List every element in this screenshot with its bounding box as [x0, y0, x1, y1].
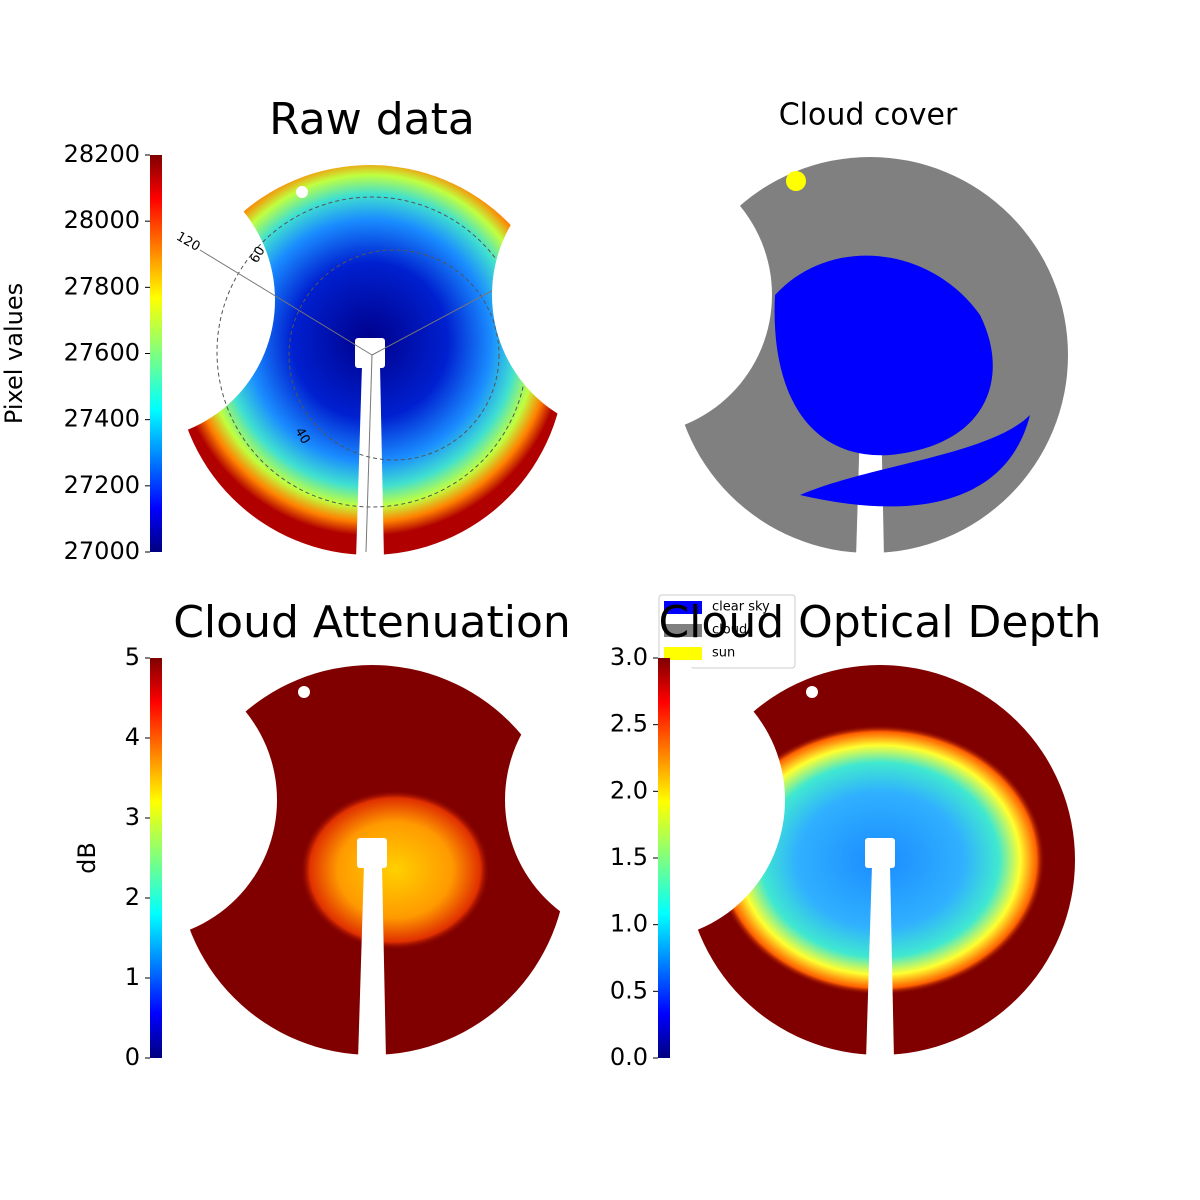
occlusion	[505, 660, 785, 940]
polar-axis	[199, 249, 373, 356]
polar-label: 60	[247, 244, 268, 266]
legend-label: cloud	[712, 623, 747, 638]
colorbar-tick-label: 28200	[64, 140, 140, 168]
legend-label: clear sky	[712, 600, 770, 615]
colorbar-tick-label: 0	[125, 1043, 140, 1071]
legend-swatch	[664, 624, 702, 637]
polar-label: 40	[291, 425, 312, 447]
colorbar-tick-label: 27600	[64, 339, 140, 367]
colorbar-tick-label: 5	[125, 643, 140, 671]
panel	[492, 155, 1068, 558]
colorbar-tick-label: 0.0	[610, 1043, 648, 1071]
panel-title: Cloud Attenuation	[173, 597, 571, 648]
occlusion	[0, 160, 275, 440]
panel-title: Raw data	[269, 94, 475, 145]
colorbar-tick-label: 1.0	[610, 910, 648, 938]
legend-label: sun	[712, 646, 735, 661]
sun	[786, 171, 806, 191]
clear-sky-region	[774, 255, 993, 456]
colorbar-tick-label: 4	[125, 723, 140, 751]
colorbar-tick-label: 2	[125, 883, 140, 911]
sky-feature	[300, 790, 490, 950]
mast-top	[357, 838, 387, 868]
colorbar	[150, 155, 162, 552]
colorbar-tick-label: 27800	[64, 272, 140, 300]
occlusion	[492, 155, 772, 435]
legend-swatch	[664, 601, 702, 614]
occlusion	[0, 660, 277, 940]
mast	[356, 365, 384, 560]
colorbar-tick-label: 3.0	[610, 643, 648, 671]
sun-mask	[296, 186, 308, 198]
colorbar-label: dB	[73, 842, 101, 874]
legend: clear sky cloud sun	[658, 594, 796, 669]
colorbar	[658, 658, 670, 1058]
legend-swatch	[664, 647, 702, 660]
mast-top	[355, 338, 385, 368]
colorbar	[150, 658, 162, 1058]
panel: 0.0 0.5 1.0 1.5 2.0 2.5 3.0	[505, 643, 1075, 1071]
colorbar-tick-label: 3	[125, 803, 140, 831]
sun-mask	[298, 686, 310, 698]
panel: 0 1 2 3 4 5 dB	[0, 643, 567, 1071]
colorbar-tick-label: 27400	[64, 405, 140, 433]
colorbar-tick-label: 27200	[64, 471, 140, 499]
polar-grid	[288, 249, 500, 461]
mast	[866, 865, 894, 1060]
clear-sky-region	[800, 415, 1030, 507]
colorbar-tick-label: 0.5	[610, 976, 648, 1004]
colorbar-label: Pixel values	[0, 283, 28, 424]
colorbar-tick-label: 1	[125, 963, 140, 991]
sun-mask	[806, 686, 818, 698]
panel-title: Cloud cover	[779, 98, 958, 133]
polar-axis	[365, 354, 373, 553]
mast-top	[865, 838, 895, 868]
colorbar-tick-label: 2.5	[610, 710, 648, 738]
colorbar-tick-label: 28000	[64, 206, 140, 234]
panel-title: Cloud Optical Depth	[658, 597, 1101, 648]
colorbar-tick-label: 1.5	[610, 843, 648, 871]
mast	[358, 865, 386, 1060]
panel: 1206024040270002720027400276002780028000…	[0, 140, 573, 565]
colorbar-tick-label: 2.0	[610, 776, 648, 804]
colorbar-tick-label: 27000	[64, 537, 140, 565]
